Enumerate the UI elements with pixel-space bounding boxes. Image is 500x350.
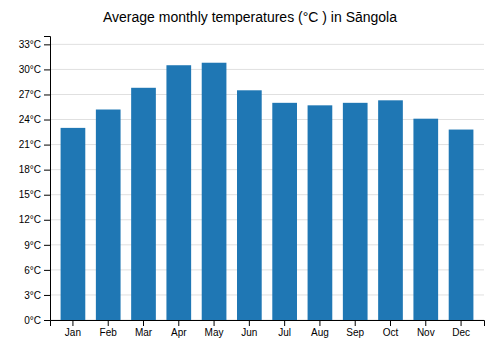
axis-line — [51, 321, 485, 327]
tick-label: 3°C — [24, 290, 41, 301]
tick-label: Mar — [135, 327, 153, 338]
tick: Jul — [278, 320, 291, 338]
bar — [237, 90, 262, 320]
y-axis: 0°C 3°C 6°C 9°C 12°C 15°C 18°C 21°C 24°C 27°C 30°C… — [19, 37, 51, 326]
bar — [449, 130, 474, 320]
tick: Jan — [65, 320, 81, 338]
tick: Sep — [346, 320, 364, 338]
tick-label: 12°C — [19, 214, 41, 225]
tick: 0°C — [24, 315, 50, 326]
tick-mark — [44, 195, 50, 196]
tick-label: Dec — [452, 327, 470, 338]
tick: 30°C — [19, 64, 50, 75]
tick-mark — [249, 320, 250, 326]
tick: 24°C — [19, 114, 50, 125]
bar — [343, 103, 368, 320]
tick-label: 24°C — [19, 114, 41, 125]
tick-mark — [178, 320, 179, 326]
tick-label: Jun — [241, 327, 257, 338]
tick-label: 18°C — [19, 164, 41, 175]
x-axis: Jan Feb Mar Apr May Jun Jul Aug Sep Oct Nov Dec — [51, 320, 485, 338]
tick: Jun — [241, 320, 257, 338]
chart: Average monthly temperatures (°C ) in Sā… — [0, 0, 500, 350]
tick-mark — [44, 295, 50, 296]
tick-label: Oct — [383, 327, 399, 338]
tick-mark — [44, 94, 50, 95]
tick-label: Aug — [311, 327, 329, 338]
bar — [272, 103, 297, 320]
bar — [61, 128, 86, 320]
tick-mark — [44, 120, 50, 121]
tick-mark — [44, 145, 50, 146]
tick: 21°C — [19, 139, 50, 150]
tick-mark — [44, 44, 50, 45]
tick-mark — [319, 320, 320, 326]
tick-label: Jan — [65, 327, 81, 338]
tick-mark — [72, 320, 73, 326]
tick-mark — [108, 320, 109, 326]
tick: 6°C — [24, 265, 50, 276]
tick-label: Sep — [346, 327, 364, 338]
bar — [413, 119, 438, 320]
tick: 15°C — [19, 189, 50, 200]
tick: Oct — [383, 320, 399, 338]
bars — [61, 63, 474, 320]
tick-label: 0°C — [24, 315, 41, 326]
bar — [308, 105, 333, 320]
tick-mark — [143, 320, 144, 326]
title: Average monthly temperatures (°C ) in Sā… — [103, 9, 397, 25]
tick-mark — [44, 245, 50, 246]
grid — [50, 44, 484, 320]
bar — [131, 88, 156, 320]
bar — [166, 65, 191, 320]
tick: Apr — [171, 320, 187, 338]
grid-line — [50, 69, 484, 70]
tick-mark — [44, 69, 50, 70]
tick-mark — [461, 320, 462, 326]
tick-mark — [355, 320, 356, 326]
tick: Dec — [452, 320, 470, 338]
tick: 12°C — [19, 214, 50, 225]
bar — [378, 100, 403, 320]
tick: 3°C — [24, 290, 50, 301]
tick: 33°C — [19, 39, 50, 50]
tick-label: 9°C — [24, 240, 41, 251]
bar — [96, 110, 121, 320]
tick: Feb — [100, 320, 118, 338]
tick-label: 27°C — [19, 89, 41, 100]
tick: 9°C — [24, 240, 50, 251]
tick: Nov — [417, 320, 435, 338]
tick: Aug — [311, 320, 329, 338]
tick-mark — [390, 320, 391, 326]
plot: 0°C 3°C 6°C 9°C 12°C 15°C 18°C 21°C 24°C 27°C 30°C… — [19, 37, 485, 339]
tick: 27°C — [19, 89, 50, 100]
axis-line — [44, 37, 51, 321]
tick: Mar — [135, 320, 153, 338]
tick-mark — [284, 320, 285, 326]
tick-label: 30°C — [19, 64, 41, 75]
tick-label: Apr — [171, 327, 187, 338]
tick-label: Jul — [278, 327, 291, 338]
tick: 18°C — [19, 164, 50, 175]
tick-mark — [214, 320, 215, 326]
tick: May — [205, 320, 224, 338]
tick-mark — [44, 170, 50, 171]
tick-label: 21°C — [19, 139, 41, 150]
tick-label: Feb — [100, 327, 118, 338]
tick-label: May — [205, 327, 224, 338]
bar — [202, 63, 227, 320]
tick-mark — [44, 220, 50, 221]
tick-label: 33°C — [19, 39, 41, 50]
tick-label: 6°C — [24, 265, 41, 276]
grid-line — [50, 44, 484, 45]
tick-mark — [44, 270, 50, 271]
tick-mark — [425, 320, 426, 326]
tick-label: Nov — [417, 327, 435, 338]
tick-mark — [44, 320, 50, 321]
grid-line — [50, 94, 484, 95]
tick-label: 15°C — [19, 189, 41, 200]
